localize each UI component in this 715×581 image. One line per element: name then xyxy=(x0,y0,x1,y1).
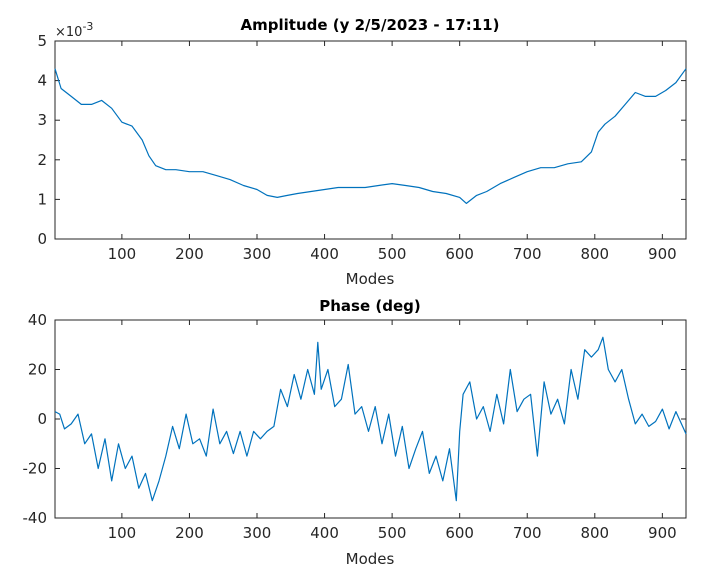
y-tick-label: 1 xyxy=(37,190,47,208)
y-tick-label: -40 xyxy=(23,509,48,527)
amplitude-xlabel: Modes xyxy=(346,270,395,288)
x-tick-label: 900 xyxy=(648,524,677,542)
x-tick-label: 600 xyxy=(445,245,474,263)
x-tick-label: 200 xyxy=(175,524,204,542)
y-tick-label: 5 xyxy=(37,32,47,50)
amplitude-scale-label: ×10-3 xyxy=(55,20,93,40)
x-tick-label: 800 xyxy=(580,524,609,542)
amplitude-plot: Amplitude (y 2/5/2023 - 17:11) 100 200 300… xyxy=(37,16,687,288)
x-tick-label: 100 xyxy=(108,245,137,263)
x-tick-label: 500 xyxy=(378,524,407,542)
x-tick-label: 100 xyxy=(108,524,137,542)
phase-series-line xyxy=(54,336,687,502)
y-tick-label: 2 xyxy=(37,151,47,169)
x-tick-label: 300 xyxy=(243,245,272,263)
y-tick-label: 20 xyxy=(28,361,47,379)
x-tick-label: 400 xyxy=(310,245,339,263)
phase-title: Phase (deg) xyxy=(319,297,420,315)
x-tick-label: 200 xyxy=(175,245,204,263)
x-tick-label: 600 xyxy=(445,524,474,542)
x-tick-label: 800 xyxy=(580,245,609,263)
y-tick-label: -20 xyxy=(23,460,48,478)
x-tick-label: 400 xyxy=(310,524,339,542)
y-tick-label: 0 xyxy=(37,230,47,248)
amplitude-title: Amplitude (y 2/5/2023 - 17:11) xyxy=(241,16,500,34)
x-tick-label: 700 xyxy=(513,245,542,263)
y-tick-label: 3 xyxy=(37,111,47,129)
x-tick-label: 300 xyxy=(243,524,272,542)
x-tick-label: 700 xyxy=(513,524,542,542)
x-tick-label: 500 xyxy=(378,245,407,263)
phase-xlabel: Modes xyxy=(346,550,395,568)
amplitude-axes-box xyxy=(54,40,687,240)
y-tick-label: 0 xyxy=(37,410,47,428)
y-tick-label: 4 xyxy=(37,72,47,90)
y-tick-label: 40 xyxy=(28,311,47,329)
phase-plot: Phase (deg) 100 200 300 400 500 600 700 800 900 … xyxy=(23,297,687,568)
x-tick-label: 900 xyxy=(648,245,677,263)
amplitude-series-line xyxy=(54,68,687,204)
